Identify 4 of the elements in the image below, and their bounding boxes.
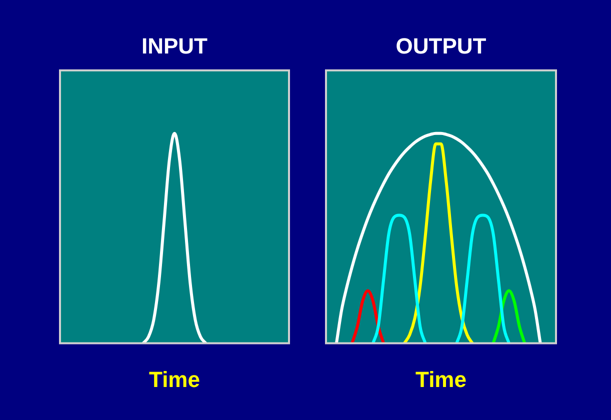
chart-title: OUTPUT: [396, 33, 487, 58]
x-axis-title: Time: [149, 366, 200, 392]
x-axis-title: Time: [416, 366, 466, 392]
chart-title: INPUT: [142, 33, 208, 58]
